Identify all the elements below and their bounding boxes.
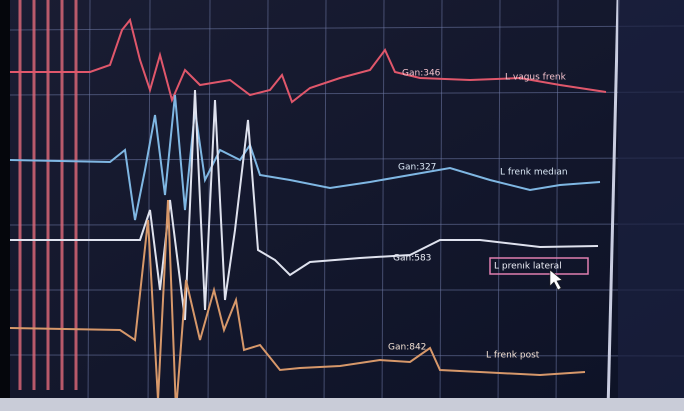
channel-label: L frenk post [486, 351, 540, 361]
channel-gain: Gan:346 [402, 69, 441, 79]
panel-border [606, 0, 620, 411]
channel-gain: Gan:583 [393, 254, 431, 264]
channel-label: L frenk medıan [500, 168, 568, 178]
trace-4 [9, 199, 586, 411]
side-panel [618, 0, 684, 411]
channel-label: L prenık lateral [494, 262, 562, 272]
grid [9, 0, 684, 411]
bezel-left [0, 0, 10, 411]
channel-labels: Gan:346 L vagus frenk Gan:327 L frenk medıa… [388, 69, 568, 361]
taskbar [0, 398, 684, 411]
trace-1 [10, 17, 607, 104]
selected-channel-box [489, 257, 589, 275]
channel-gain: Gan:842 [388, 343, 426, 353]
trace-2 [9, 94, 601, 221]
mouse-cursor [549, 269, 563, 291]
stim-artifacts [18, 0, 78, 390]
channel-gain: Gan:327 [398, 163, 436, 173]
channel-label: L vagus frenk [505, 73, 567, 83]
